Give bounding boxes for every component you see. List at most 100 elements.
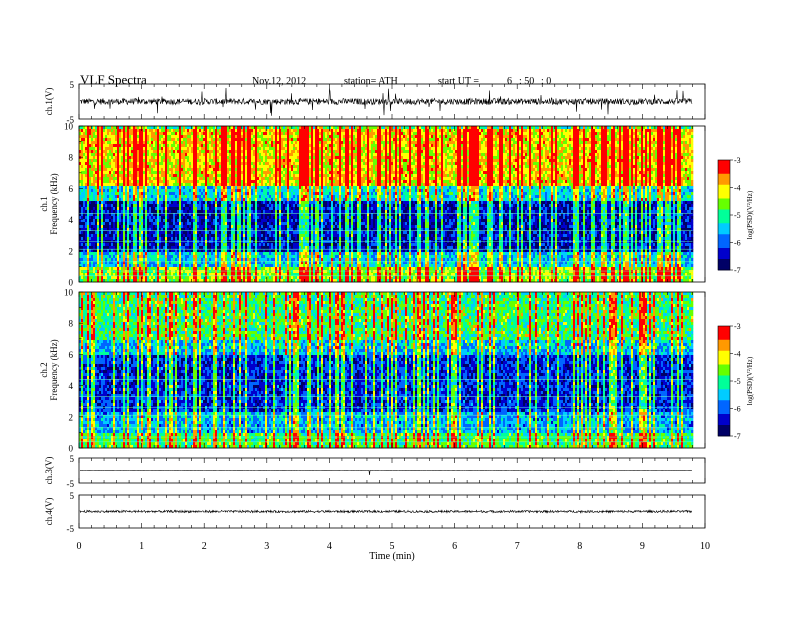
spectrogram-cell: [151, 267, 153, 270]
spectrogram-cell: [203, 231, 205, 234]
spectrogram-cell: [139, 246, 141, 249]
spectrogram-cell: [265, 189, 267, 192]
spectrogram-cell: [137, 132, 139, 135]
spectrogram-cell: [225, 237, 227, 240]
spectrogram-cell: [213, 132, 215, 135]
spectrogram-cell: [257, 234, 259, 237]
spectrogram-cell: [205, 195, 207, 198]
spectrogram-cell: [177, 225, 179, 228]
spectrogram-cell: [207, 171, 209, 174]
spectrogram-cell: [205, 225, 207, 228]
spectrogram-cell: [235, 186, 237, 189]
spectrogram-cell: [101, 231, 103, 234]
spectrogram-cell: [237, 255, 239, 258]
spectrogram-cell: [185, 252, 187, 255]
spectrogram-cell: [167, 270, 169, 273]
spectrogram-cell: [263, 264, 265, 267]
spectrogram-cell: [85, 252, 87, 255]
spectrogram-cell: [213, 159, 215, 162]
spectrogram-cell: [111, 234, 113, 237]
spectrogram-cell: [229, 180, 231, 183]
spectrogram-cell: [153, 135, 155, 138]
spectrogram-cell: [189, 246, 191, 249]
spectrogram-cell: [121, 204, 123, 207]
spectrogram-cell: [257, 264, 259, 267]
spectrogram-cell: [169, 171, 171, 174]
spectrogram-cell: [129, 246, 131, 249]
spectrogram-cell: [93, 186, 95, 189]
spectrogram-cell: [125, 153, 127, 156]
spectrogram-cell: [159, 138, 161, 141]
spectrogram-cell: [119, 183, 121, 186]
spectrogram-cell: [241, 186, 243, 189]
spectrogram-cell: [149, 243, 151, 246]
spectrogram-cell: [185, 246, 187, 249]
spectrogram-cell: [215, 201, 217, 204]
spectrogram-cell: [181, 150, 183, 153]
spectrogram-cell: [251, 165, 253, 168]
spectrogram-cell: [87, 189, 89, 192]
spectrogram-cell: [155, 216, 157, 219]
spectrogram-cell: [127, 180, 129, 183]
spectrogram-cell: [191, 198, 193, 201]
spectrogram-cell: [251, 177, 253, 180]
spectrogram-cell: [103, 267, 105, 270]
spectrogram-cell: [203, 174, 205, 177]
spectrogram-cell: [101, 183, 103, 186]
spectrogram-cell: [173, 135, 175, 138]
spectrogram-cell: [149, 174, 151, 177]
spectrogram-cell: [225, 195, 227, 198]
spectrogram-cell: [153, 222, 155, 225]
spectrogram-cell: [131, 246, 133, 249]
spectrogram-cell: [125, 168, 127, 171]
spectrogram-cell: [157, 237, 159, 240]
spectrogram-cell: [241, 147, 243, 150]
spectrogram-cell: [183, 186, 185, 189]
spectrogram-cell: [255, 219, 257, 222]
spectrogram-cell: [207, 132, 209, 135]
spectrogram-cell: [185, 225, 187, 228]
spectrogram-cell: [137, 147, 139, 150]
spectrogram-cell: [113, 189, 115, 192]
spectrogram-cell: [259, 201, 261, 204]
spectrogram-cell: [179, 144, 181, 147]
spectrogram-cell: [231, 150, 233, 153]
spectrogram-cell: [249, 186, 251, 189]
spectrogram-cell: [97, 189, 99, 192]
spectrogram-cell: [181, 201, 183, 204]
spectrogram-cell: [235, 204, 237, 207]
spectrogram-cell: [129, 144, 131, 147]
spectrogram-cell: [85, 270, 87, 273]
spectrogram-cell: [93, 144, 95, 147]
spectrogram-cell: [93, 132, 95, 135]
spectrogram-cell: [231, 171, 233, 174]
spectrogram-cell: [141, 210, 143, 213]
spectrogram-cell: [85, 231, 87, 234]
spectrogram-cell: [263, 177, 265, 180]
spectrogram-cell: [111, 162, 113, 165]
spectrogram-cell: [109, 189, 111, 192]
spectrogram-cell: [93, 258, 95, 261]
spectrogram-cell: [193, 183, 195, 186]
spectrogram-cell: [91, 174, 93, 177]
spectrogram-cell: [121, 141, 123, 144]
spectrogram-cell: [173, 180, 175, 183]
spectrogram-cell: [259, 255, 261, 258]
spectrogram-cell: [223, 147, 225, 150]
spectrogram-cell: [249, 231, 251, 234]
spectrogram-cell: [203, 243, 205, 246]
spectrogram-cell: [175, 180, 177, 183]
spectrogram-cell: [227, 198, 229, 201]
spectrogram-cell: [125, 225, 127, 228]
spectrogram-cell: [137, 201, 139, 204]
spectrogram-cell: [195, 276, 197, 279]
spectrogram-cell: [263, 132, 265, 135]
spectrogram-cell: [193, 216, 195, 219]
spectrogram-cell: [163, 177, 165, 180]
spectrogram-cell: [145, 126, 147, 129]
spectrogram-cell: [87, 156, 89, 159]
spectrogram-cell: [207, 144, 209, 147]
spectrogram-cell: [141, 225, 143, 228]
spectrogram-cell: [233, 204, 235, 207]
spectrogram-cell: [103, 219, 105, 222]
